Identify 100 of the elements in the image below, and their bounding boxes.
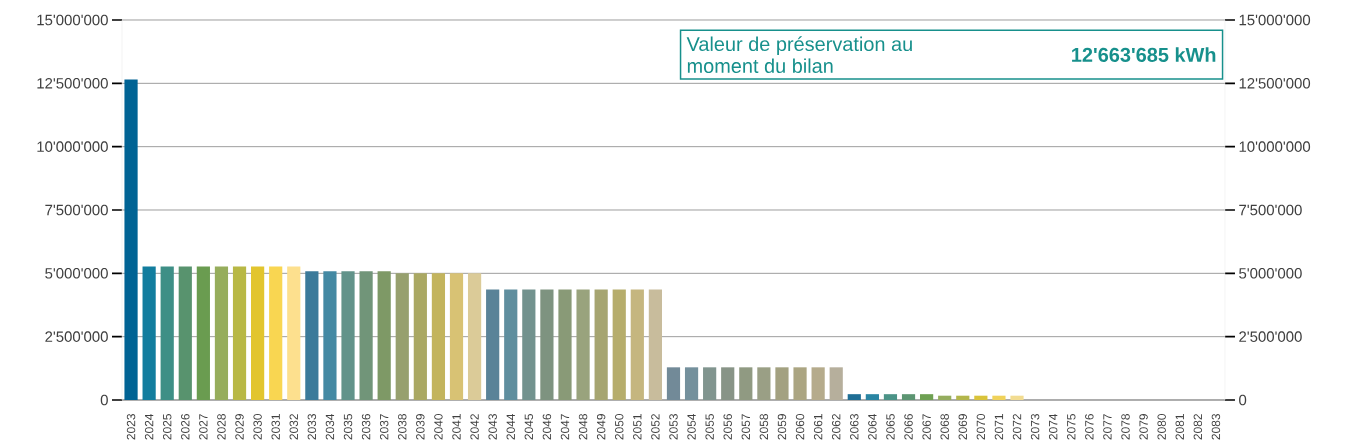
bar — [956, 395, 970, 400]
x-tick-label: 2044 — [506, 413, 515, 440]
x-tick-label: 2035 — [343, 414, 353, 440]
annotation: 12'663'685 kWh — [1072, 47, 1216, 62]
x-tick-label: 2043 — [488, 414, 497, 440]
bar — [467, 273, 482, 400]
x-tick-label: 2029 — [235, 414, 244, 440]
bar — [522, 289, 536, 400]
y2-tick-label: 2'500'000 — [1239, 331, 1302, 342]
bar — [901, 394, 916, 400]
x-tick-label: 2079 — [1139, 414, 1148, 440]
annotation: Valeur de préservation au moment du bilan — [686, 36, 912, 74]
bar — [630, 289, 644, 400]
bar — [413, 273, 427, 400]
bar — [612, 289, 626, 400]
x-tick-label: 2071 — [994, 414, 1004, 440]
x-tick-label: 2027 — [199, 414, 208, 440]
x-tick-label: 2083 — [1211, 414, 1221, 440]
bar — [305, 271, 319, 400]
x-tick-label: 2039 — [416, 414, 425, 440]
bar — [269, 266, 283, 400]
x-tick-label: 2048 — [578, 414, 588, 440]
bar — [160, 266, 174, 400]
bar — [775, 367, 789, 400]
bar — [142, 266, 156, 400]
x-tick-label: 2060 — [795, 413, 805, 440]
bar — [232, 266, 247, 400]
x-tick-label: 2037 — [379, 414, 389, 440]
x-tick-label: 2066 — [904, 414, 913, 440]
y-tick-label: 5'000'000 — [45, 268, 108, 279]
x-tick-label: 2055 — [705, 414, 714, 440]
x-tick-label: 2036 — [361, 414, 371, 440]
x-tick-label: 2058 — [759, 414, 769, 440]
x-tick-label: 2042 — [470, 414, 479, 440]
bar — [974, 395, 988, 400]
x-tick-label: 2051 — [633, 414, 642, 440]
y-tick-label: 7'500'000 — [45, 204, 108, 216]
x-tick-label: 2024 — [144, 413, 154, 440]
bar — [829, 367, 843, 400]
bar — [684, 367, 699, 400]
x-tick-label: 2046 — [542, 414, 552, 440]
x-tick-label: 2059 — [777, 414, 787, 440]
x-tick-label: 2067 — [922, 414, 931, 440]
y2-tick-label: 5'000'000 — [1239, 268, 1302, 279]
x-tick-label: 2073 — [1030, 414, 1040, 440]
bar — [666, 367, 681, 400]
y-tick-label: 2'500'000 — [45, 331, 108, 342]
x-tick-label: 2062 — [831, 414, 841, 440]
y2-tick-label: 7'500'000 — [1239, 204, 1302, 216]
x-tick-label: 2081 — [1175, 414, 1184, 440]
bar — [793, 367, 807, 400]
x-tick-label: 2050 — [615, 413, 624, 440]
x-tick-label: 2054 — [687, 413, 696, 440]
bar — [739, 367, 753, 400]
bar — [504, 289, 518, 400]
x-tick-label: 2063 — [850, 414, 859, 440]
y-tick-label: 12'500'000 — [37, 78, 108, 89]
x-tick-label: 2028 — [217, 414, 226, 440]
x-tick-label: 2023 — [126, 414, 136, 440]
bar — [938, 395, 952, 400]
x-tick-label: 2065 — [886, 414, 895, 440]
bar — [178, 266, 192, 400]
y-tick-label: 10'000'000 — [37, 141, 108, 152]
y2-tick-label: 0 — [1239, 394, 1247, 406]
bar — [359, 271, 373, 400]
bar — [576, 289, 590, 400]
bar — [757, 367, 771, 400]
x-tick-label: 2068 — [940, 414, 949, 440]
bar — [287, 266, 301, 400]
x-tick-label: 2070 — [976, 413, 986, 440]
bar — [558, 289, 572, 400]
x-tick-label: 2080 — [1157, 413, 1166, 440]
x-tick-label: 2074 — [1048, 413, 1058, 440]
x-tick-label: 2061 — [813, 414, 823, 440]
x-tick-label: 2049 — [596, 414, 606, 440]
y2-tick-label: 10'000'000 — [1239, 141, 1311, 152]
x-tick-label: 2026 — [181, 414, 190, 440]
bar — [847, 394, 861, 400]
bar — [251, 266, 265, 400]
x-tick-label: 2045 — [524, 414, 534, 440]
x-tick-label: 2031 — [271, 414, 280, 440]
x-tick-label: 2064 — [868, 413, 877, 440]
bar — [214, 266, 229, 400]
x-tick-label: 2077 — [1103, 414, 1112, 440]
bar — [594, 289, 608, 400]
bar — [811, 367, 825, 400]
y-tick-label: 15'000'000 — [37, 14, 108, 26]
x-tick-label: 2025 — [162, 414, 172, 440]
x-tick-label: 2056 — [723, 414, 732, 440]
x-tick-label: 2052 — [651, 414, 660, 440]
bar — [486, 289, 500, 400]
bar — [920, 394, 934, 400]
x-tick-label: 2041 — [452, 414, 461, 440]
x-tick-label: 2076 — [1085, 414, 1094, 440]
x-tick-label: 2032 — [289, 414, 298, 440]
x-tick-label: 2078 — [1121, 414, 1130, 440]
bar — [648, 289, 662, 400]
x-tick-label: 2057 — [741, 414, 751, 440]
bar — [196, 266, 210, 400]
x-tick-label: 2030 — [253, 413, 262, 440]
